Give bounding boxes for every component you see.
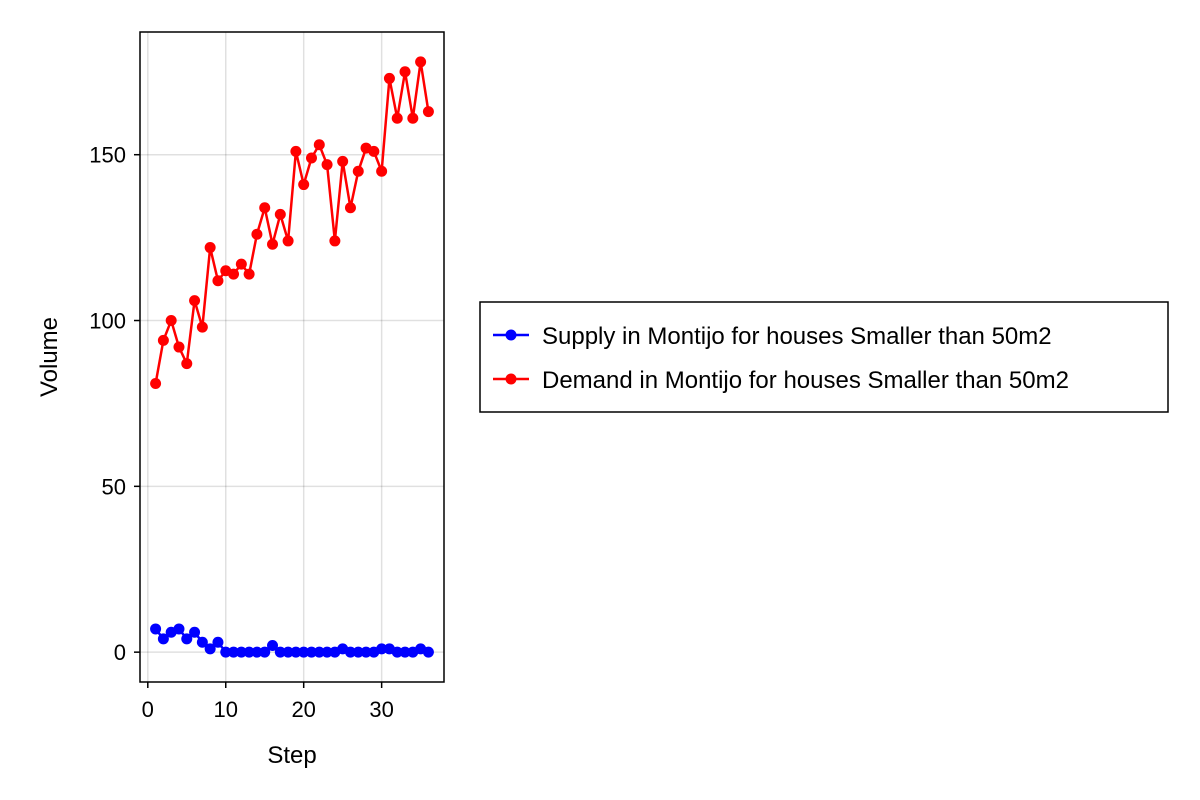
data-point-demand [259,202,271,214]
data-point-demand [399,66,411,78]
y-axis-label: Volume [36,317,63,397]
axis-ticks: 0 10 20 30 0 50 100 150 [89,143,394,722]
data-point-supply [305,646,317,658]
x-tick-label: 10 [214,697,238,722]
data-point-demand [173,341,185,353]
data-point-demand [165,315,177,327]
data-point-demand [267,238,279,250]
data-point-supply [228,646,240,658]
plot-frame [139,31,445,683]
data-point-supply [399,646,411,658]
x-axis-label: Step [267,742,316,769]
data-point-demand [391,112,403,124]
x-tick-label: 20 [291,697,315,722]
data-point-demand [235,258,247,270]
x-tick-label: 0 [142,697,154,722]
plot-background [140,32,444,682]
data-point-supply [189,626,201,638]
legend-label-demand: Demand in Montijo for houses Smaller tha… [542,367,1069,394]
data-point-supply [352,646,364,658]
data-point-supply [313,646,325,658]
grid-lines [140,32,444,682]
data-point-supply [196,636,208,648]
data-point-demand [376,165,388,177]
legend-swatch-supply-marker [505,329,517,341]
data-point-demand [150,378,162,390]
data-point-demand [407,112,419,124]
data-point-supply [290,646,302,658]
data-point-demand [422,106,434,118]
data-point-supply [391,646,403,658]
data-point-supply [220,646,232,658]
data-point-demand [157,334,169,346]
data-point-supply [212,636,224,648]
data-point-supply [267,640,279,652]
data-point-demand [344,202,356,214]
data-point-supply [157,633,169,645]
data-point-demand [196,321,208,333]
data-point-demand [290,145,302,157]
data-point-supply [150,623,162,635]
data-point-demand [337,155,349,167]
data-point-demand [181,358,193,370]
y-tick-label: 0 [114,640,126,665]
data-point-demand [189,295,201,307]
data-point-supply [321,646,333,658]
data-point-demand [212,275,224,287]
legend: Supply in Montijo for houses Smaller tha… [479,301,1169,413]
plot-area: 0 10 20 30 0 50 100 150 [89,31,445,722]
x-tick-label: 30 [369,697,393,722]
data-point-demand [313,139,325,151]
data-point-demand [352,165,364,177]
data-point-supply [173,623,185,635]
data-point-supply [204,643,216,655]
data-point-supply [376,643,388,655]
data-point-supply [344,646,356,658]
legend-frame [479,301,1169,413]
data-point-demand [228,268,240,280]
data-point-supply [243,646,255,658]
legend-entry-supply: Supply in Montijo for houses Smaller tha… [493,323,1052,350]
data-point-supply [251,646,263,658]
data-point-demand [298,179,310,191]
data-point-supply [259,646,271,658]
data-point-supply [422,646,434,658]
data-point-demand [251,228,263,240]
y-tick-label: 100 [89,309,126,334]
data-point-demand [274,208,286,220]
data-point-demand [243,268,255,280]
data-point-demand [329,235,341,247]
y-tick-label: 150 [89,143,126,168]
legend-label-supply: Supply in Montijo for houses Smaller tha… [542,323,1052,350]
data-point-demand [305,152,317,164]
series-layer [150,56,434,658]
data-point-demand [204,242,216,254]
data-point-supply [274,646,286,658]
data-point-demand [383,72,395,84]
data-point-supply [298,646,310,658]
data-point-supply [360,646,372,658]
data-point-supply [181,633,193,645]
y-tick-label: 50 [102,474,126,499]
data-point-demand [368,145,380,157]
data-point-demand [321,159,333,171]
data-point-demand [282,235,294,247]
data-point-supply [282,646,294,658]
data-point-demand [415,56,427,68]
data-point-supply [235,646,247,658]
legend-swatch-demand-marker [505,373,517,385]
legend-entry-demand: Demand in Montijo for houses Smaller tha… [493,367,1069,394]
